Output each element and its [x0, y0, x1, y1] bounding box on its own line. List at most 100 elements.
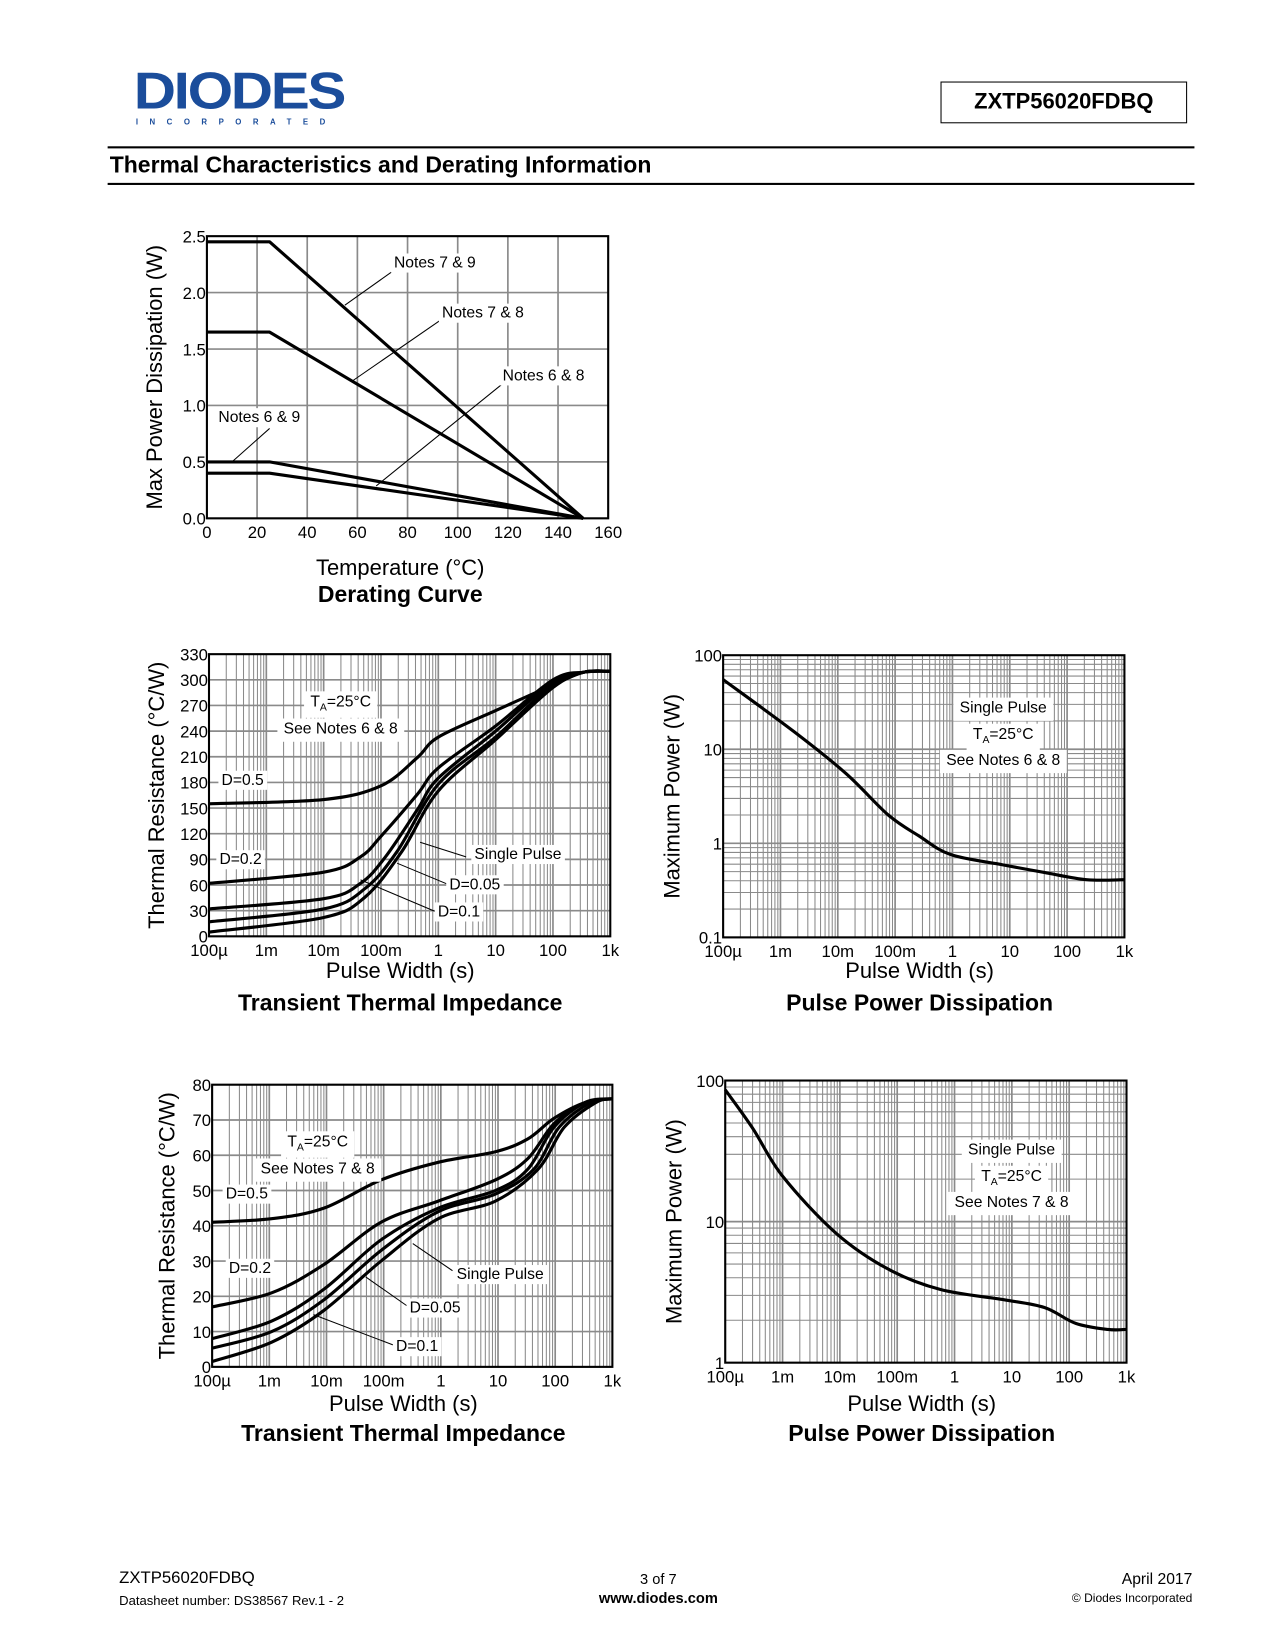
x-tick-label: 40	[298, 523, 317, 542]
condition-bg	[974, 1165, 1049, 1193]
condition-bg	[966, 723, 1040, 751]
x-tick-label: 1m	[258, 1372, 281, 1391]
x-axis-label: Pulse Width (s)	[847, 1391, 996, 1416]
y-tick-label: 60	[189, 876, 208, 895]
annotation-label: Notes 6 & 8	[503, 367, 585, 384]
annotation-label: D=0.2	[219, 851, 261, 868]
x-tick-label: 120	[494, 523, 522, 542]
footer-datasheet-number: Datasheet number: DS38567 Rev.1 - 2	[119, 1593, 344, 1609]
annotation-leader-line	[352, 319, 442, 381]
footer-copyright: © Diodes Incorporated	[1071, 1592, 1193, 1606]
x-tick-label: 10	[489, 1372, 508, 1391]
x-tick-label: 80	[398, 523, 417, 542]
x-axis-label: Pulse Width (s)	[845, 958, 994, 983]
y-tick-label: 1.0	[183, 397, 206, 416]
condition-bg	[961, 1139, 1062, 1163]
notes-label: See Notes 7 & 8	[261, 1161, 375, 1178]
x-tick-label: 10m	[824, 1368, 857, 1387]
annotation-label: D=0.1	[396, 1338, 438, 1355]
chart-title: Pulse Power Dissipation	[788, 1420, 1055, 1446]
ambient-temperature-label: TA=25°C	[981, 1168, 1042, 1188]
series-line-single-pulse	[208, 669, 611, 934]
annotation-label: Single Pulse	[474, 846, 561, 863]
y-tick-label: 10	[704, 741, 723, 760]
footer-part-number: ZXTP56020FDBQ	[119, 1569, 255, 1588]
annotation-bg	[471, 844, 565, 865]
y-tick-label: 2.0	[183, 284, 206, 303]
series-line-d-0-1	[211, 1097, 613, 1341]
x-tick-label: 100µ	[193, 1372, 231, 1391]
y-tick-label: 40	[192, 1217, 211, 1236]
footer-date: April 2017	[1121, 1570, 1193, 1589]
y-tick-label: 330	[180, 645, 208, 664]
ambient-temperature-label: TA=25°C	[973, 726, 1034, 746]
y-tick-label: 210	[180, 748, 208, 767]
condition-bg	[953, 697, 1054, 721]
chart-4: 100µ 1m 10m 100m 1 10 100 1k 0 10 20 30 40 50 60 70 80 Th…	[155, 1076, 622, 1446]
x-tick-label: 60	[348, 523, 367, 542]
annotation-label: Notes 7 & 8	[442, 305, 524, 322]
y-axis-label: Thermal Resistance (°C/W)	[144, 662, 169, 929]
series-line-notes-7-8	[206, 330, 584, 520]
annotation-leader-line	[396, 862, 448, 885]
x-tick-label: 1m	[771, 1368, 794, 1387]
notes-label: See Notes 6 & 8	[946, 752, 1060, 769]
condition-bg	[277, 718, 405, 742]
x-tick-label: 100µ	[190, 941, 228, 960]
x-tick-label: 1	[436, 1372, 445, 1391]
footer-website-link[interactable]: www.diodes.com	[598, 1589, 718, 1607]
grid	[722, 655, 1125, 939]
x-tick-label: 1m	[255, 941, 278, 960]
annotation-bg	[434, 902, 484, 922]
chart-1: 0 20 40 60 80 100 120 140 160 0.0 0.5 1.0 1.5 2.0 2.5 M…	[142, 227, 622, 606]
x-tick-label: 10m	[310, 1372, 343, 1391]
y-tick-label: 0.5	[183, 453, 206, 472]
annotation-label: D=0.5	[226, 1186, 269, 1203]
y-tick-label: 100	[694, 646, 722, 665]
y-tick-label: 1	[713, 835, 722, 854]
annotation-leader-line	[365, 1276, 408, 1307]
x-tick-label: 1m	[769, 942, 792, 961]
chart-title: Pulse Power Dissipation	[786, 990, 1053, 1016]
x-tick-label: 1	[948, 942, 957, 961]
series-line-notes-7-9	[206, 240, 585, 520]
x-tick-label: 100m	[876, 1368, 918, 1387]
x-tick-label: 10m	[307, 941, 340, 960]
footer-page-number: 3 of 7	[640, 1570, 677, 1588]
condition-bg	[254, 1158, 382, 1182]
x-axis-label: Pulse Width (s)	[326, 958, 475, 983]
annotation-bg	[216, 850, 265, 870]
annotation-label: D=0.5	[222, 772, 265, 789]
annotation-bg	[499, 366, 588, 386]
series-line-d-0-05	[211, 1097, 613, 1350]
y-tick-label: 0	[202, 1358, 211, 1377]
plot-frame	[722, 654, 1126, 939]
annotation-label: Single Pulse	[457, 1266, 544, 1283]
x-tick-label: 100µ	[706, 1368, 744, 1387]
annotation-bg	[225, 1258, 275, 1278]
x-tick-label: 1k	[1116, 942, 1134, 961]
x-tick-label: 100m	[363, 1372, 405, 1391]
y-axis-label: Max Power Dissipation (W)	[142, 245, 167, 510]
y-tick-label: 60	[192, 1147, 211, 1166]
x-tick-label: 100m	[874, 942, 916, 961]
x-axis-label: Temperature (°C)	[316, 555, 484, 580]
diodes-logo: DIODES	[133, 61, 347, 121]
x-tick-label: 100	[444, 523, 472, 542]
section-title: Thermal Characteristics and Derating Inf…	[109, 151, 652, 178]
plot-frame	[724, 1079, 1128, 1364]
condition-label: Single Pulse	[968, 1142, 1055, 1159]
condition-label: Single Pulse	[960, 700, 1047, 717]
annotation-bg	[406, 1298, 464, 1318]
x-tick-label: 100	[539, 941, 567, 960]
annotation-bg	[438, 303, 528, 323]
ambient-temperature-label: TA=25°C	[287, 1133, 348, 1153]
y-tick-label: 30	[192, 1252, 211, 1271]
x-tick-label: 1k	[601, 941, 619, 960]
annotation-bg	[446, 875, 504, 895]
x-tick-label: 1	[950, 1368, 959, 1387]
y-tick-label: 20	[192, 1288, 211, 1307]
grid	[208, 653, 611, 938]
chart-5: 100µ 1m 10m 100m 1 10 100 1k 1 10 100 Maximum Power…	[661, 1072, 1136, 1446]
